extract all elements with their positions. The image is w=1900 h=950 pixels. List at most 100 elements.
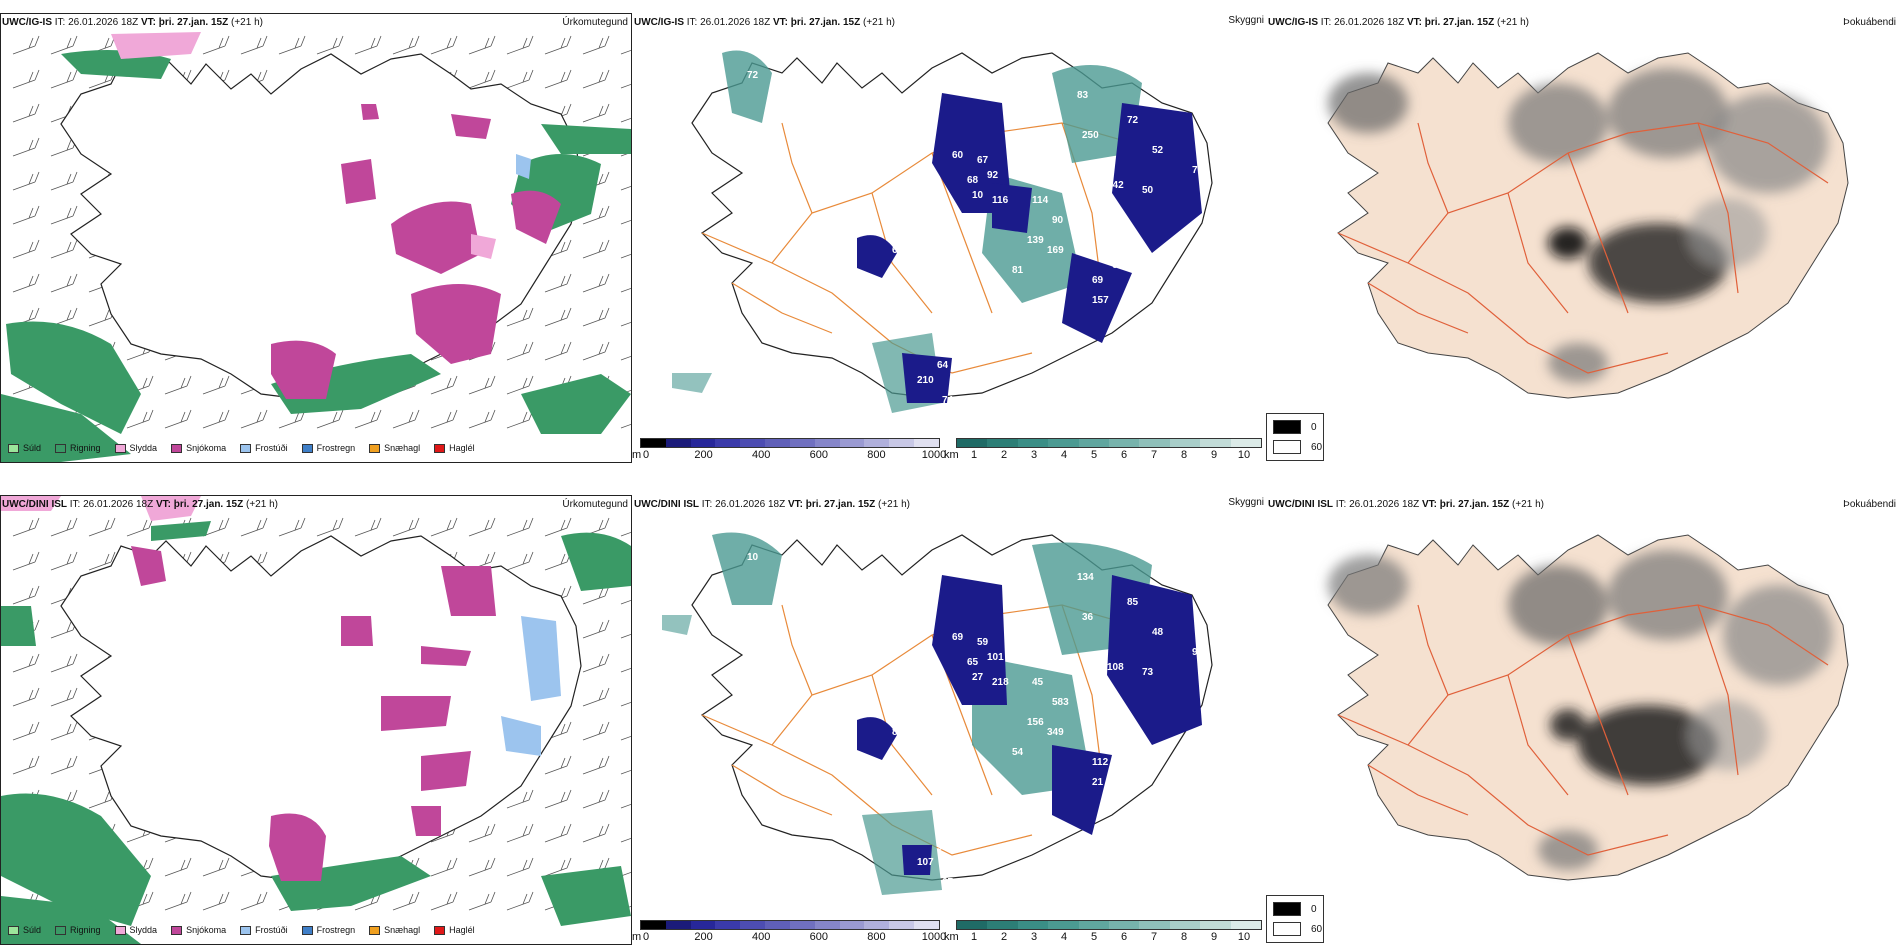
legend-swatch bbox=[301, 925, 313, 935]
fog-legend-row: 0 bbox=[1273, 902, 1317, 916]
wind-barb bbox=[12, 755, 40, 775]
wind-barb bbox=[354, 517, 382, 537]
colorbar-ticks: 1 2 3 4 5 6 7 8 9 10 bbox=[971, 449, 1250, 462]
wind-barb bbox=[354, 409, 382, 429]
unit-label: km bbox=[944, 449, 959, 461]
wind-barb bbox=[202, 409, 230, 429]
colorbar-segment bbox=[690, 921, 716, 929]
colorbar-tick: 0 bbox=[642, 449, 650, 461]
fog-legend-row: 60 bbox=[1273, 440, 1322, 454]
legend-swatch bbox=[8, 443, 19, 453]
iceland-outline bbox=[1327, 534, 1849, 881]
wind-barb bbox=[620, 837, 631, 843]
fog-shading bbox=[1328, 550, 1833, 870]
vt-label: VT: bbox=[1406, 17, 1422, 28]
panel-header: UWC/IG-IS IT: 26.01.2026 18Z VT: þri. 27… bbox=[2, 17, 263, 29]
legend-swatch bbox=[114, 925, 126, 935]
visibility-label: 107 bbox=[917, 857, 934, 868]
colorbar-ticks: 1 2 3 4 5 6 7 8 9 10 bbox=[970, 931, 1250, 944]
colorbar-segment bbox=[789, 921, 815, 929]
sleet-areas bbox=[111, 32, 531, 259]
wind-barb bbox=[582, 755, 610, 775]
colorbar-segment bbox=[1078, 921, 1110, 929]
road-network bbox=[1337, 122, 1829, 374]
fog-legend-label: 60 bbox=[1311, 441, 1323, 453]
road-line bbox=[701, 714, 1033, 856]
road-network bbox=[1337, 604, 1829, 856]
visibility-label: 69 bbox=[1092, 275, 1104, 286]
colorbar-tick: 1 bbox=[970, 931, 978, 943]
visibility-label: 60 bbox=[1112, 260, 1124, 271]
wind-barb bbox=[430, 891, 458, 911]
wind-barb bbox=[468, 375, 496, 395]
vt-label: VT: bbox=[155, 499, 171, 510]
panel-title: Skyggni bbox=[1228, 15, 1264, 26]
wind-barb bbox=[620, 871, 631, 877]
panel-title: Úrkomutegund bbox=[562, 17, 628, 28]
visibility-label: 134 bbox=[1077, 572, 1094, 583]
vt-label: VT: bbox=[787, 499, 803, 510]
fog-map bbox=[1327, 534, 1849, 881]
wind-barb bbox=[544, 69, 572, 89]
visibility-label: 27 bbox=[1102, 210, 1114, 221]
legend-swatch bbox=[301, 443, 313, 453]
colorbar-segment bbox=[1230, 439, 1262, 447]
road-line bbox=[871, 192, 933, 314]
panel-top-visibility: 72 60 67 92 10 116 68 68 83 66 83 72 250 52 114 142 90 50… bbox=[632, 13, 1268, 463]
legend-item: Snjókoma bbox=[171, 925, 226, 935]
visibility-label: 73 bbox=[1142, 667, 1154, 678]
wind-barb bbox=[392, 35, 420, 55]
wind-barb bbox=[430, 857, 458, 877]
legend-swatch bbox=[114, 443, 126, 453]
wind-barb bbox=[620, 735, 631, 741]
vis-km-colorbar: km 1 2 3 4 5 6 7 8 9 10 bbox=[944, 438, 1266, 462]
panel-header: UWC/DINI ISL IT: 26.01.2026 18Z VT: þri.… bbox=[634, 499, 910, 511]
visibility-label: 66 bbox=[1032, 115, 1044, 126]
colorbar-tick: 9 bbox=[1210, 449, 1218, 461]
colorbar-tick: 5 bbox=[1090, 931, 1098, 943]
visibility-label: 83 bbox=[1077, 90, 1089, 101]
road-line bbox=[1417, 122, 1449, 214]
legend-item: Snæhagl bbox=[369, 443, 420, 453]
legend-item: Snæhagl bbox=[369, 925, 420, 935]
colorbar-segment bbox=[715, 921, 741, 929]
lead-time: (+21 h) bbox=[1497, 17, 1529, 28]
visibility-label: 72 bbox=[747, 70, 759, 81]
wind-barb bbox=[620, 633, 631, 639]
colorbar-tick: 1000 bbox=[921, 931, 947, 943]
wind-barb bbox=[506, 341, 534, 361]
legend-swatch bbox=[369, 443, 381, 453]
init-time: 26.01.2026 18Z bbox=[68, 17, 139, 28]
wind-barb bbox=[544, 755, 572, 775]
fog-legend-swatch bbox=[1273, 922, 1301, 936]
fog-legend-swatch bbox=[1273, 902, 1301, 916]
legend-label: Rigning bbox=[70, 443, 101, 453]
visibility-label: 89 bbox=[892, 727, 904, 738]
colorbar-segment bbox=[665, 439, 691, 447]
road-line bbox=[1407, 122, 1829, 264]
visibility-label: 48 bbox=[1152, 627, 1164, 638]
colorbar-segment bbox=[1048, 439, 1079, 447]
fog-legend-swatch bbox=[1273, 420, 1301, 434]
init-time: 26.01.2026 18Z bbox=[83, 499, 154, 510]
colorbar-tick: 0 bbox=[642, 931, 650, 943]
colorbar-ticks: 0 200 400 600 800 1000 bbox=[642, 449, 946, 462]
colorbar-segment bbox=[864, 921, 890, 929]
iceland-outline bbox=[60, 535, 582, 882]
wind-barb bbox=[620, 531, 631, 537]
wind-barb bbox=[202, 35, 230, 55]
road-line bbox=[1337, 232, 1669, 374]
wind-barb bbox=[164, 891, 192, 911]
wind-barb bbox=[202, 517, 230, 537]
wind-barb bbox=[430, 375, 458, 395]
wind-barb bbox=[506, 35, 534, 55]
legend-label: Snæhagl bbox=[384, 443, 421, 453]
wind-barb bbox=[430, 35, 458, 55]
visibility-label: 73 bbox=[987, 857, 999, 868]
colorbar-segment bbox=[957, 921, 988, 929]
visibility-label: 250 bbox=[1082, 130, 1099, 141]
visibility-label: 169 bbox=[1047, 245, 1064, 256]
